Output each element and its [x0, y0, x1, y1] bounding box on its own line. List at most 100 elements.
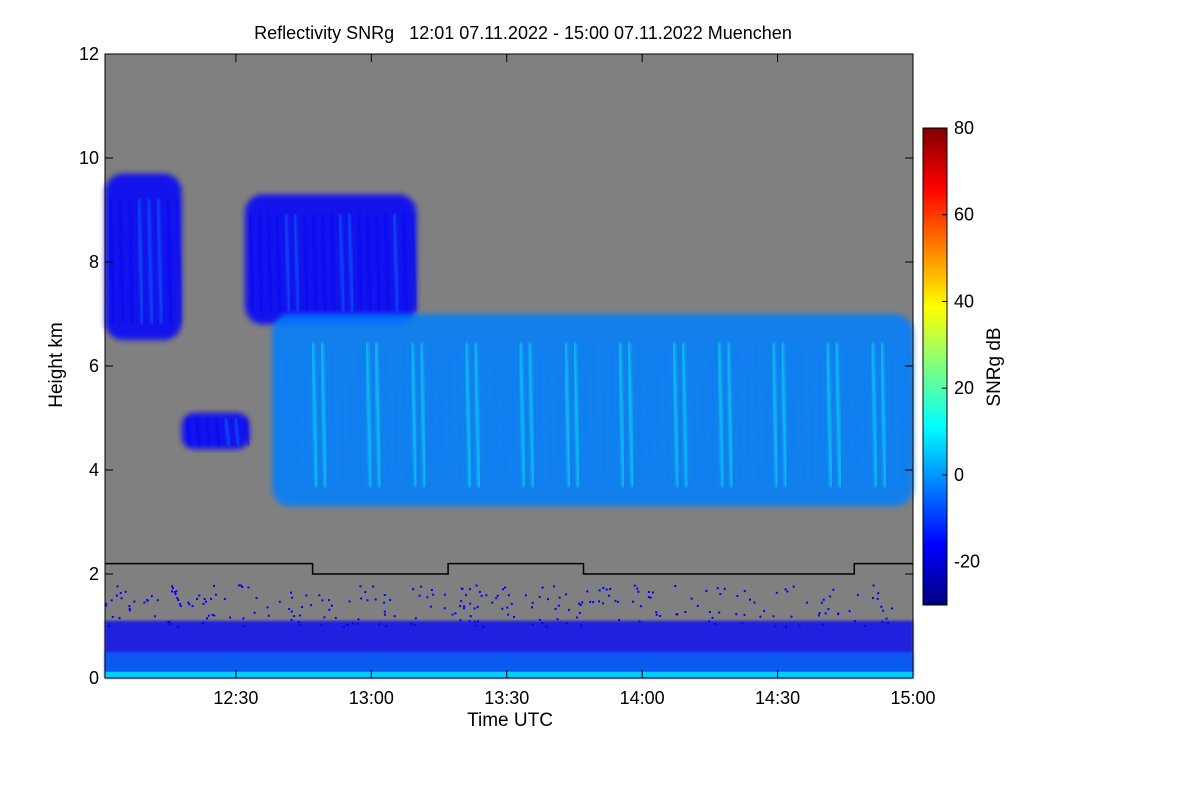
clutter-speck	[785, 625, 788, 628]
clutter-speck	[120, 597, 123, 600]
colorbar-tick-label: 40	[954, 291, 974, 311]
clutter-speck	[882, 609, 885, 612]
clutter-speck	[887, 621, 890, 624]
clutter-speck	[753, 601, 756, 604]
echo-streak	[383, 342, 391, 488]
echo-streak	[338, 342, 346, 488]
clutter-speck	[290, 591, 293, 594]
clutter-speck	[647, 590, 650, 593]
echo-streak	[347, 213, 355, 312]
clutter-speck	[348, 600, 351, 603]
clutter-speck	[188, 603, 191, 606]
clutter-speck	[719, 593, 722, 596]
clutter-speck	[578, 611, 581, 614]
clutter-speck	[171, 585, 174, 588]
echo-streak	[545, 342, 553, 488]
clutter-speck	[637, 590, 640, 593]
clutter-speck	[323, 616, 326, 619]
clutter-speck	[759, 615, 762, 618]
clutter-speck	[473, 607, 476, 610]
colorbar-ticks: -20 0 20 40 60 80	[942, 118, 980, 572]
clutter-speck	[881, 620, 884, 623]
clutter-speck	[412, 588, 415, 591]
clutter-speck	[191, 605, 194, 608]
clutter-speck	[558, 596, 561, 599]
clutter-speck	[241, 585, 244, 588]
clutter-speck	[890, 607, 893, 610]
clutter-speck	[538, 618, 541, 621]
clutter-speck	[418, 594, 421, 597]
clutter-speck	[328, 599, 331, 602]
clutter-speck	[524, 594, 527, 597]
clutter-speck	[578, 602, 581, 605]
clutter-speck	[708, 611, 711, 614]
clutter-speck	[829, 595, 832, 598]
clutter-speck	[714, 622, 717, 625]
y-tick-label: 10	[79, 148, 99, 168]
clutter-speck	[318, 594, 321, 597]
clutter-speck	[510, 602, 513, 605]
clutter-speck	[198, 594, 201, 597]
clutter-speck	[133, 600, 136, 603]
clutter-speck	[638, 620, 641, 623]
clutter-speck	[459, 619, 462, 622]
clutter-speck	[872, 597, 875, 600]
echo-streak	[256, 213, 264, 312]
echo-streak	[146, 198, 154, 324]
clutter-speck	[598, 589, 601, 592]
echo-region-low-layer	[181, 412, 251, 450]
clutter-speck	[128, 609, 131, 612]
clutter-speck	[589, 600, 592, 603]
clutter-speck	[557, 604, 560, 607]
clutter-speck	[105, 604, 108, 607]
clutter-speck	[202, 621, 205, 624]
clutter-speck	[605, 588, 608, 591]
echo-streak	[717, 342, 725, 488]
clutter-speck	[213, 614, 216, 617]
clutter-speck	[805, 601, 808, 604]
clutter-speck	[178, 603, 181, 606]
clutter-speck	[293, 615, 296, 618]
clutter-speck	[735, 613, 738, 616]
clutter-speck	[827, 608, 830, 611]
clutter-speck	[430, 588, 433, 591]
clutter-speck	[247, 586, 250, 589]
echo-streak	[428, 342, 436, 488]
clutter-speck	[547, 598, 550, 601]
clutter-speck	[298, 614, 301, 617]
echo-streak	[500, 342, 508, 488]
clutter-speck	[465, 594, 468, 597]
echo-streak	[518, 342, 526, 488]
echo-streak	[347, 342, 355, 488]
echo-streak	[780, 342, 788, 488]
clutter-speck	[636, 587, 639, 590]
clutter-speck	[798, 624, 801, 627]
clutter-speck	[880, 605, 883, 608]
echo-region-upper-fragments	[244, 194, 418, 325]
clutter-speck	[820, 601, 823, 604]
clutter-speck	[459, 605, 462, 608]
colorbar-tick-label: 20	[954, 378, 974, 398]
clutter-speck	[108, 625, 111, 628]
clutter-speck	[110, 599, 113, 602]
clutter-speck	[301, 606, 304, 609]
clutter-speck	[267, 614, 270, 617]
clutter-speck	[383, 610, 386, 613]
clutter-speck	[469, 615, 472, 618]
clutter-speck	[832, 588, 835, 591]
clutter-speck	[118, 617, 121, 620]
clutter-speck	[124, 590, 127, 593]
clutter-speck	[837, 613, 840, 616]
clutter-layer	[105, 584, 913, 678]
clutter-speck	[334, 616, 337, 619]
clutter-speck	[360, 597, 363, 600]
echo-streak	[275, 342, 283, 488]
echo-streak	[437, 342, 445, 488]
clutter-speck	[366, 599, 369, 602]
clutter-speck	[177, 625, 180, 628]
clutter-speck	[463, 605, 466, 608]
clutter-speck	[501, 588, 504, 591]
echo-streak	[618, 342, 626, 488]
clutter-speck	[790, 615, 793, 618]
echo-streak	[401, 213, 409, 312]
